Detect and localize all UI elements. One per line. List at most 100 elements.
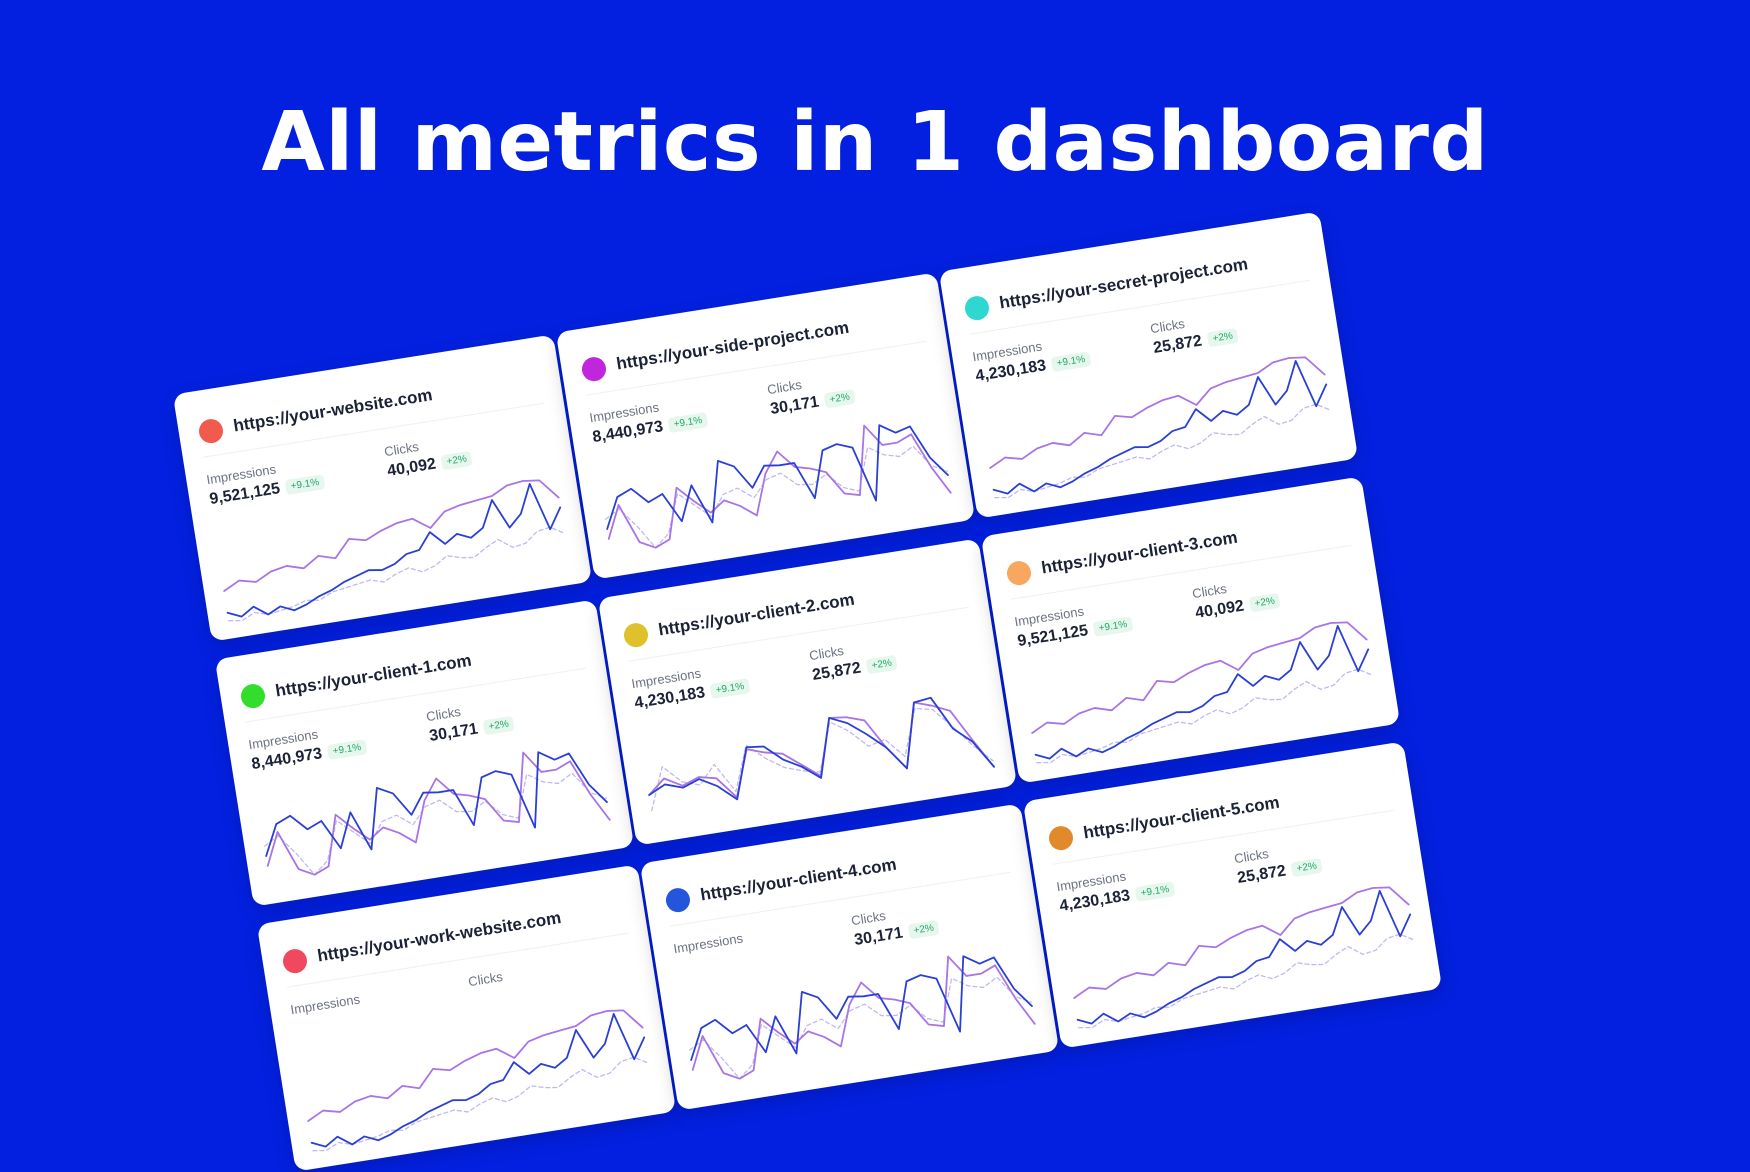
clicks-value: 30,171 [428,720,480,745]
site-card-your-secret-project[interactable]: https://your-secret-project.com Impressio… [938,211,1359,519]
impressions-line [266,751,611,876]
impressions-change-badge: +9.1% [1134,881,1176,903]
page-headline: All metrics in 1 dashboard [261,95,1489,190]
sparkline-chart [307,1009,649,1152]
clicks-metric: Clicks 25,872 +2% [1149,308,1239,358]
site-color-dot [580,355,608,383]
impressions-change-badge: +9.1% [1050,351,1092,373]
site-color-dot [1047,824,1075,852]
clicks-value: 40,092 [386,455,438,480]
impressions-metric: Impressions [672,931,744,961]
impressions-metric: Impressions 9,521,125 +9.1% [1013,596,1134,651]
clicks-line [310,1013,646,1148]
sparkline-chart [223,479,565,622]
comparison-line [604,445,948,549]
impressions-metric: Impressions 8,440,973 +9.1% [588,392,709,447]
site-card-your-client-3[interactable]: https://your-client-3.com Impressions 9,52… [980,476,1401,784]
clicks-value: 40,092 [1194,597,1246,622]
site-color-dot [239,682,267,710]
comparison-line [263,772,607,876]
impressions-line [1073,886,1410,999]
sparkline-chart [648,696,995,812]
clicks-line [606,424,949,530]
sparkline-chart [989,356,1331,499]
impressions-label: Impressions [672,930,744,957]
site-url[interactable]: https://your-side-project.com [614,317,851,374]
site-url[interactable]: https://your-secret-project.com [997,254,1250,313]
impressions-line [989,356,1326,469]
clicks-line [1034,625,1370,760]
impressions-line [607,424,952,549]
clicks-line [226,483,562,618]
site-color-dot [197,417,225,445]
site-url[interactable]: https://your-client-3.com [1039,527,1239,578]
comparison-line [228,526,565,622]
site-color-dot [622,621,650,649]
sparkline-chart [263,751,611,876]
site-card-your-client-4[interactable]: https://your-client-4.com Impressions Clic… [639,803,1060,1111]
impressions-metric: Impressions 4,230,183 +9.1% [1055,861,1176,916]
site-card-your-client-1[interactable]: https://your-client-1.com Impressions 8,44… [214,599,635,907]
impressions-metric: Impressions [289,992,361,1022]
site-url[interactable]: https://your-client-4.com [698,854,898,905]
clicks-change-badge: +2% [1290,857,1323,878]
clicks-value: 25,872 [1152,332,1204,357]
clicks-change-badge: +2% [823,388,856,409]
site-card-your-website[interactable]: https://your-website.com Impressions 9,521… [172,334,593,642]
clicks-line [265,751,608,857]
clicks-metric: Clicks 30,171 +2% [425,696,515,746]
clicks-change-badge: +2% [1248,592,1281,613]
clicks-value: 25,872 [811,659,863,684]
site-card-your-client-2[interactable]: https://your-client-2.com Impressions 4,23… [597,538,1018,846]
comparison-line [1078,933,1415,1029]
site-url[interactable]: https://your-client-1.com [273,650,473,701]
sparkline-chart [604,424,952,549]
sparkline-chart [688,955,1036,1080]
comparison-line [1036,668,1373,764]
site-card-your-work-website[interactable]: https://your-work-website.com Impressions… [256,864,677,1172]
clicks-change-badge: +2% [907,919,940,940]
site-url[interactable]: https://your-client-2.com [656,589,856,640]
clicks-metric: Clicks 25,872 +2% [808,635,898,685]
impressions-change-badge: +9.1% [667,412,709,434]
site-card-your-client-5[interactable]: https://your-client-5.com Impressions 4,23… [1022,741,1443,1049]
site-color-dot [963,294,991,322]
clicks-change-badge: +2% [482,715,515,736]
clicks-value: 30,171 [769,393,821,418]
clicks-line [1076,890,1412,1025]
impressions-line [307,1009,644,1122]
clicks-value: 30,171 [853,924,905,949]
impressions-label: Impressions [289,991,361,1018]
clicks-metric: Clicks [467,969,504,993]
clicks-line [992,360,1328,495]
clicks-change-badge: +2% [865,654,898,675]
sparkline-chart [1031,621,1373,764]
clicks-metric: Clicks 30,171 +2% [766,369,856,419]
site-url[interactable]: https://your-client-5.com [1081,792,1281,843]
site-color-dot [664,886,692,914]
clicks-change-badge: +2% [1206,327,1239,348]
impressions-line [1031,621,1368,734]
site-url[interactable]: https://your-website.com [231,385,434,436]
clicks-change-badge: +2% [440,450,473,471]
impressions-change-badge: +9.1% [326,739,368,761]
site-card-your-side-project[interactable]: https://your-side-project.com Impressions… [555,272,976,580]
impressions-metric: Impressions 9,521,125 +9.1% [205,454,326,509]
impressions-metric: Impressions 4,230,183 +9.1% [971,331,1092,386]
impressions-change-badge: +9.1% [709,678,751,700]
clicks-metric: Clicks 40,092 +2% [1191,573,1281,623]
comparison-line [651,707,994,812]
site-color-dot [1005,559,1033,587]
impressions-metric: Impressions 4,230,183 +9.1% [630,658,751,713]
site-color-dot [281,947,309,975]
clicks-metric: Clicks 25,872 +2% [1233,838,1323,888]
comparison-line [312,1056,649,1152]
comparison-line [994,403,1331,499]
impressions-line [691,955,1036,1080]
impressions-change-badge: +9.1% [1092,616,1134,638]
clicks-metric: Clicks 40,092 +2% [383,431,473,481]
clicks-line [648,696,995,801]
impressions-change-badge: +9.1% [284,474,326,496]
site-url[interactable]: https://your-work-website.com [315,908,563,966]
clicks-line [690,955,1033,1061]
